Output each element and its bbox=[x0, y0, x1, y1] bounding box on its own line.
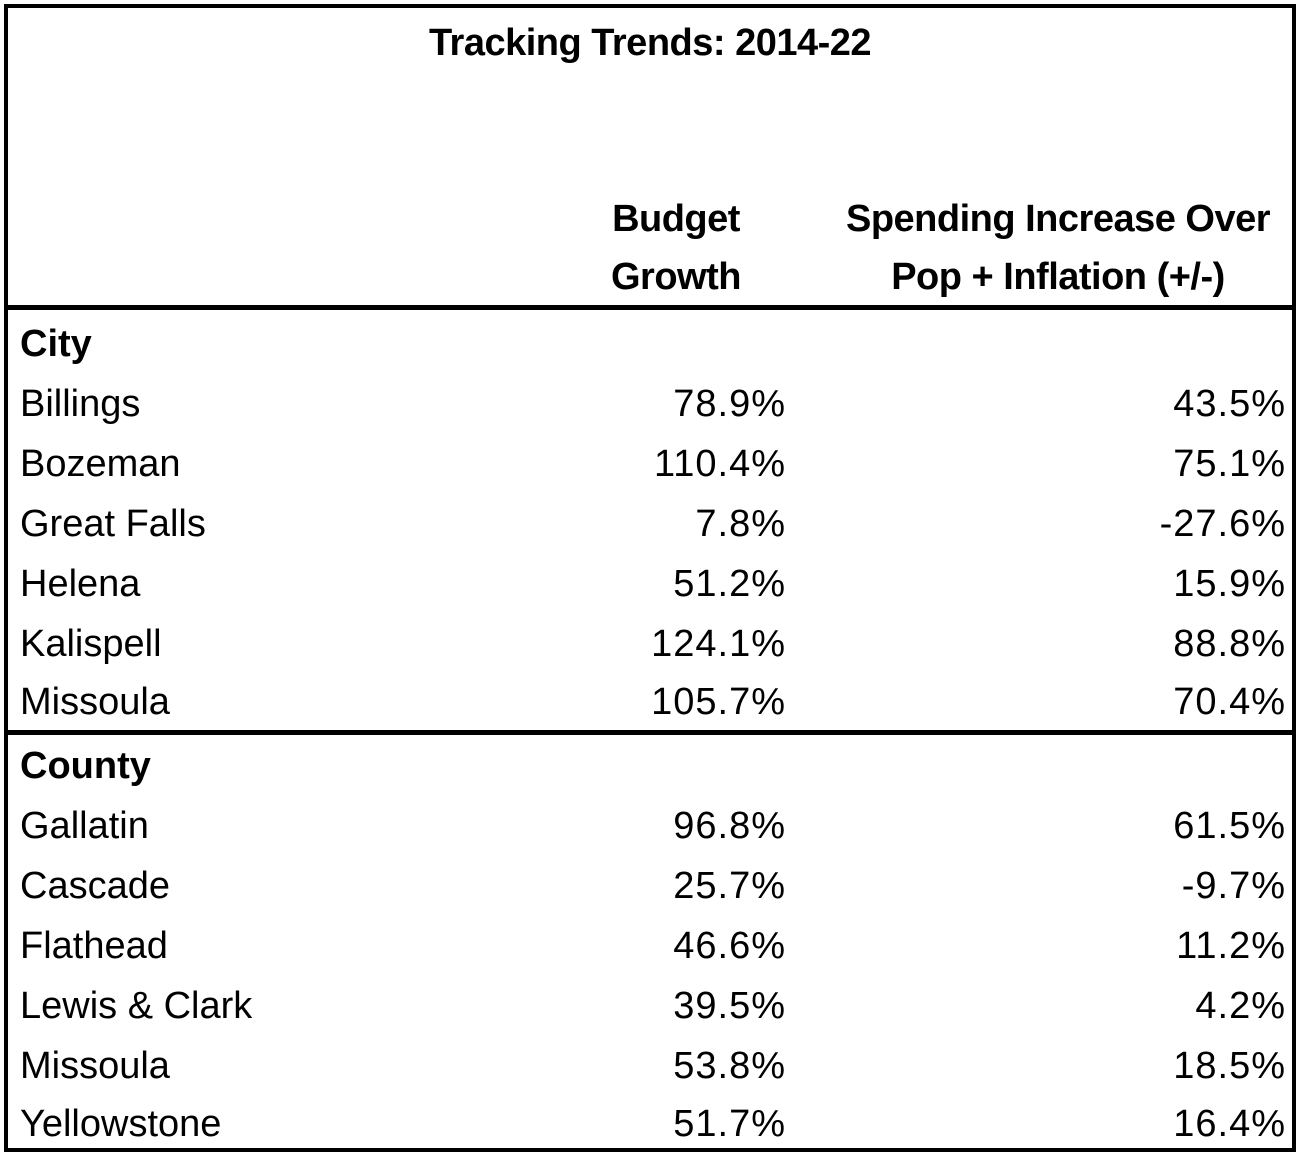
row-budget-growth: 25.7% bbox=[673, 865, 786, 907]
row-spending-increase: 16.4% bbox=[1173, 1103, 1286, 1145]
table-row: Gallatin 96.8% 61.5% bbox=[8, 796, 1292, 856]
table-row: Missoula 53.8% 18.5% bbox=[8, 1036, 1292, 1096]
row-budget-growth: 39.5% bbox=[673, 985, 786, 1027]
row-spending-increase: 43.5% bbox=[1173, 383, 1286, 425]
table-row: Missoula 105.7% 70.4% bbox=[8, 672, 1292, 732]
table-row: Kalispell 124.1% 88.8% bbox=[8, 614, 1292, 674]
row-spending-increase: 61.5% bbox=[1173, 805, 1286, 847]
row-spending-increase: -9.7% bbox=[1181, 865, 1286, 907]
row-spending-increase: 11.2% bbox=[1176, 925, 1286, 967]
row-name: Bozeman bbox=[20, 443, 181, 485]
row-spending-increase: 18.5% bbox=[1173, 1045, 1286, 1087]
table-row: Yellowstone 51.7% 16.4% bbox=[8, 1094, 1292, 1154]
row-budget-growth: 51.7% bbox=[673, 1103, 786, 1145]
column-header-line: Spending Increase Over bbox=[845, 198, 1271, 240]
table-row: Cascade 25.7% -9.7% bbox=[8, 856, 1292, 916]
column-header-line: Growth bbox=[611, 256, 741, 298]
column-header-budget-growth: Budget Growth bbox=[576, 190, 776, 306]
row-spending-increase: 70.4% bbox=[1173, 681, 1286, 723]
row-spending-increase: 15.9% bbox=[1173, 563, 1286, 605]
table-row: Bozeman 110.4% 75.1% bbox=[8, 434, 1292, 494]
row-name: Yellowstone bbox=[20, 1103, 222, 1145]
column-header-line: Pop + Inflation (+/-) bbox=[891, 256, 1225, 298]
row-name: Kalispell bbox=[20, 623, 162, 665]
header-divider bbox=[8, 305, 1292, 310]
data-table: Tracking Trends: 2014-22 Budget Growth S… bbox=[4, 4, 1296, 1152]
row-budget-growth: 53.8% bbox=[673, 1045, 786, 1087]
row-name: Missoula bbox=[20, 681, 170, 723]
row-budget-growth: 78.9% bbox=[673, 383, 786, 425]
row-name: Cascade bbox=[20, 865, 170, 907]
row-budget-growth: 7.8% bbox=[695, 503, 786, 545]
column-header-line: Budget bbox=[612, 198, 740, 240]
row-spending-increase: 75.1% bbox=[1173, 443, 1286, 485]
row-name: Gallatin bbox=[20, 805, 149, 847]
table-title: Tracking Trends: 2014-22 bbox=[428, 22, 872, 64]
table-row: Billings 78.9% 43.5% bbox=[8, 374, 1292, 434]
row-spending-increase: 88.8% bbox=[1173, 623, 1286, 665]
section-label-county: County bbox=[20, 745, 151, 787]
row-spending-increase: 4.2% bbox=[1195, 985, 1286, 1027]
table-row: Lewis & Clark 39.5% 4.2% bbox=[8, 976, 1292, 1036]
table-row: Great Falls 7.8% -27.6% bbox=[8, 494, 1292, 554]
table-row: Helena 51.2% 15.9% bbox=[8, 554, 1292, 614]
row-budget-growth: 46.6% bbox=[673, 925, 786, 967]
row-name: Helena bbox=[20, 563, 141, 605]
section-label-city: City bbox=[20, 323, 92, 365]
row-budget-growth: 124.1% bbox=[651, 623, 786, 665]
row-name: Great Falls bbox=[20, 503, 206, 545]
row-name: Lewis & Clark bbox=[20, 985, 253, 1027]
row-budget-growth: 51.2% bbox=[673, 563, 786, 605]
column-header-spending-increase: Spending Increase Over Pop + Inflation (… bbox=[808, 190, 1306, 306]
table-row: Flathead 46.6% 11.2% bbox=[8, 916, 1292, 976]
row-budget-growth: 105.7% bbox=[651, 681, 786, 723]
section-divider bbox=[8, 730, 1292, 735]
row-budget-growth: 96.8% bbox=[673, 805, 786, 847]
row-spending-increase: -27.6% bbox=[1159, 503, 1286, 545]
row-budget-growth: 110.4% bbox=[653, 443, 786, 485]
row-name: Missoula bbox=[20, 1045, 170, 1087]
row-name: Flathead bbox=[20, 925, 168, 967]
row-name: Billings bbox=[20, 383, 141, 425]
